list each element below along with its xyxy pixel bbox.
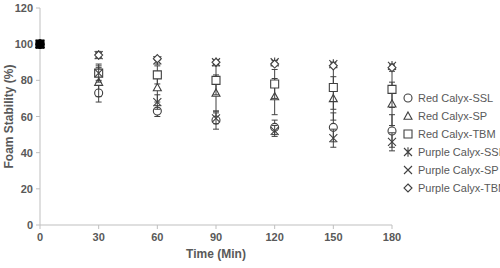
series	[36, 39, 396, 70]
x-tick	[40, 225, 41, 229]
x-tick-label: 60	[151, 231, 163, 243]
y-tick-label: 120	[15, 2, 33, 14]
x-tick-label: 30	[93, 231, 105, 243]
marker	[36, 40, 44, 48]
series	[36, 40, 396, 109]
legend-label: Red Calyx-SP	[418, 110, 487, 122]
error-bar	[272, 69, 278, 98]
x-tick-label: 150	[324, 231, 342, 243]
y-tick-label: 100	[15, 38, 33, 50]
legend-marker	[404, 166, 412, 174]
error-bar	[272, 126, 278, 137]
marker	[36, 40, 44, 48]
y-tick-label: 80	[21, 74, 33, 86]
y-tick-label: 40	[21, 147, 33, 159]
marker	[153, 55, 161, 63]
error-bar	[213, 113, 219, 124]
marker	[212, 114, 220, 122]
error-bar	[330, 129, 336, 147]
error-bar	[330, 66, 336, 109]
marker	[95, 50, 103, 60]
marker	[271, 60, 279, 68]
series	[36, 40, 396, 151]
error-bar	[389, 133, 395, 151]
legend-marker	[404, 112, 412, 119]
marker	[388, 85, 396, 93]
x-tick-label: 90	[210, 231, 222, 243]
marker	[95, 51, 103, 59]
error-bar	[154, 66, 160, 84]
series	[36, 40, 396, 147]
legend: Red Calyx-SSL Red Calyx-SP Red Calyx-TBM Pu…	[404, 92, 500, 194]
y-tick	[36, 8, 40, 9]
marker	[329, 134, 337, 142]
marker	[95, 69, 103, 77]
y-tick	[36, 80, 40, 81]
legend-label: Red Calyx-TBM	[418, 128, 496, 140]
marker	[271, 80, 279, 88]
y-tick	[36, 188, 40, 189]
y-tick	[36, 152, 40, 153]
x-tick	[216, 225, 217, 229]
marker	[153, 98, 161, 106]
x-tick	[333, 225, 334, 229]
error-bar	[389, 71, 395, 107]
x-tick-label: 0	[37, 231, 43, 243]
x-tick	[98, 225, 99, 229]
marker	[153, 84, 161, 91]
series	[36, 40, 396, 72]
chart: 0 20 40 60 80 100 120 0 30 60 90 120 150 180 Time (Min…	[0, 0, 500, 268]
series	[36, 40, 396, 125]
marker	[36, 39, 44, 49]
error-bar	[154, 95, 160, 109]
x-axis-label: Time (Min)	[186, 247, 246, 261]
error-bar	[96, 51, 102, 58]
marker	[212, 58, 220, 66]
legend-marker	[404, 147, 412, 157]
error-bar	[96, 66, 102, 80]
legend-marker	[404, 94, 412, 102]
legend-label: Purple Calyx-TBM	[418, 182, 500, 194]
marker	[329, 62, 337, 70]
x-tick	[274, 225, 275, 229]
marker	[388, 138, 396, 146]
legend-marker	[404, 184, 412, 192]
marker	[329, 84, 337, 92]
y-tick	[36, 116, 40, 117]
marker	[388, 64, 396, 72]
legend-label: Purple Calyx-SP	[418, 164, 499, 176]
x-tick	[392, 225, 393, 229]
marker	[36, 40, 44, 48]
y-axis-label: Foam Stability (%)	[2, 64, 16, 168]
y-tick	[36, 225, 40, 226]
error-bar	[213, 111, 219, 129]
x-tick-label: 120	[265, 231, 283, 243]
x-tick	[157, 225, 158, 229]
legend-marker	[404, 130, 412, 138]
y-tick-label: 0	[27, 219, 33, 231]
error-bar	[96, 64, 102, 82]
marker	[271, 127, 279, 135]
error-bar	[213, 66, 219, 95]
marker	[36, 40, 44, 48]
plot-area	[36, 39, 396, 150]
y-tick-label: 20	[21, 183, 33, 195]
x-tick-label: 180	[383, 231, 401, 243]
marker	[153, 71, 161, 79]
legend-label: Purple Calyx-SSL	[418, 146, 500, 158]
legend-label: Red Calyx-SSL	[418, 92, 493, 104]
y-tick-label: 60	[21, 111, 33, 123]
marker	[212, 76, 220, 84]
marker	[212, 57, 220, 67]
marker	[36, 40, 44, 47]
